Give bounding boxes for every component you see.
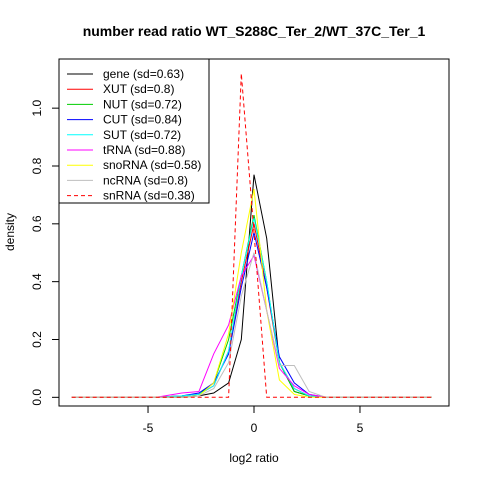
y-tick-label: 1.0	[30, 99, 44, 116]
legend-label: tRNA (sd=0.88)	[103, 143, 185, 157]
x-tick-label: -5	[143, 421, 154, 435]
y-tick-label: 0.2	[30, 331, 44, 348]
legend-label: ncRNA (sd=0.8)	[103, 173, 188, 187]
x-axis-label: log2 ratio	[229, 451, 279, 465]
chart-title: number read ratio WT_S288C_Ter_2/WT_37C_…	[83, 23, 426, 39]
y-tick-label: 0.6	[30, 215, 44, 232]
y-tick-label: 0.4	[30, 273, 44, 290]
series-layer	[71, 73, 432, 398]
legend-label: CUT (sd=0.84)	[103, 113, 182, 127]
x-tick-label: 0	[251, 421, 258, 435]
series-line-4	[71, 217, 432, 398]
legend-label: SUT (sd=0.72)	[103, 128, 181, 142]
y-tick-label: 0.8	[30, 157, 44, 174]
legend-box	[58, 58, 210, 204]
legend-label: gene (sd=0.63)	[103, 67, 184, 81]
legend-label: NUT (sd=0.72)	[103, 97, 182, 111]
y-axis-label: density	[3, 213, 17, 251]
legend-label: snoRNA (sd=0.58)	[103, 158, 201, 172]
x-axis: -5 0 5	[143, 405, 364, 435]
series-line-5	[71, 254, 432, 398]
y-tick-label: 0.0	[30, 389, 44, 406]
legend-label: XUT (sd=0.8)	[103, 82, 174, 96]
series-line-8	[71, 73, 432, 398]
legend: gene (sd=0.63)XUT (sd=0.8)NUT (sd=0.72) C…	[58, 58, 210, 204]
x-tick-label: 5	[357, 421, 364, 435]
legend-label: snRNA (sd=0.38)	[103, 189, 195, 203]
